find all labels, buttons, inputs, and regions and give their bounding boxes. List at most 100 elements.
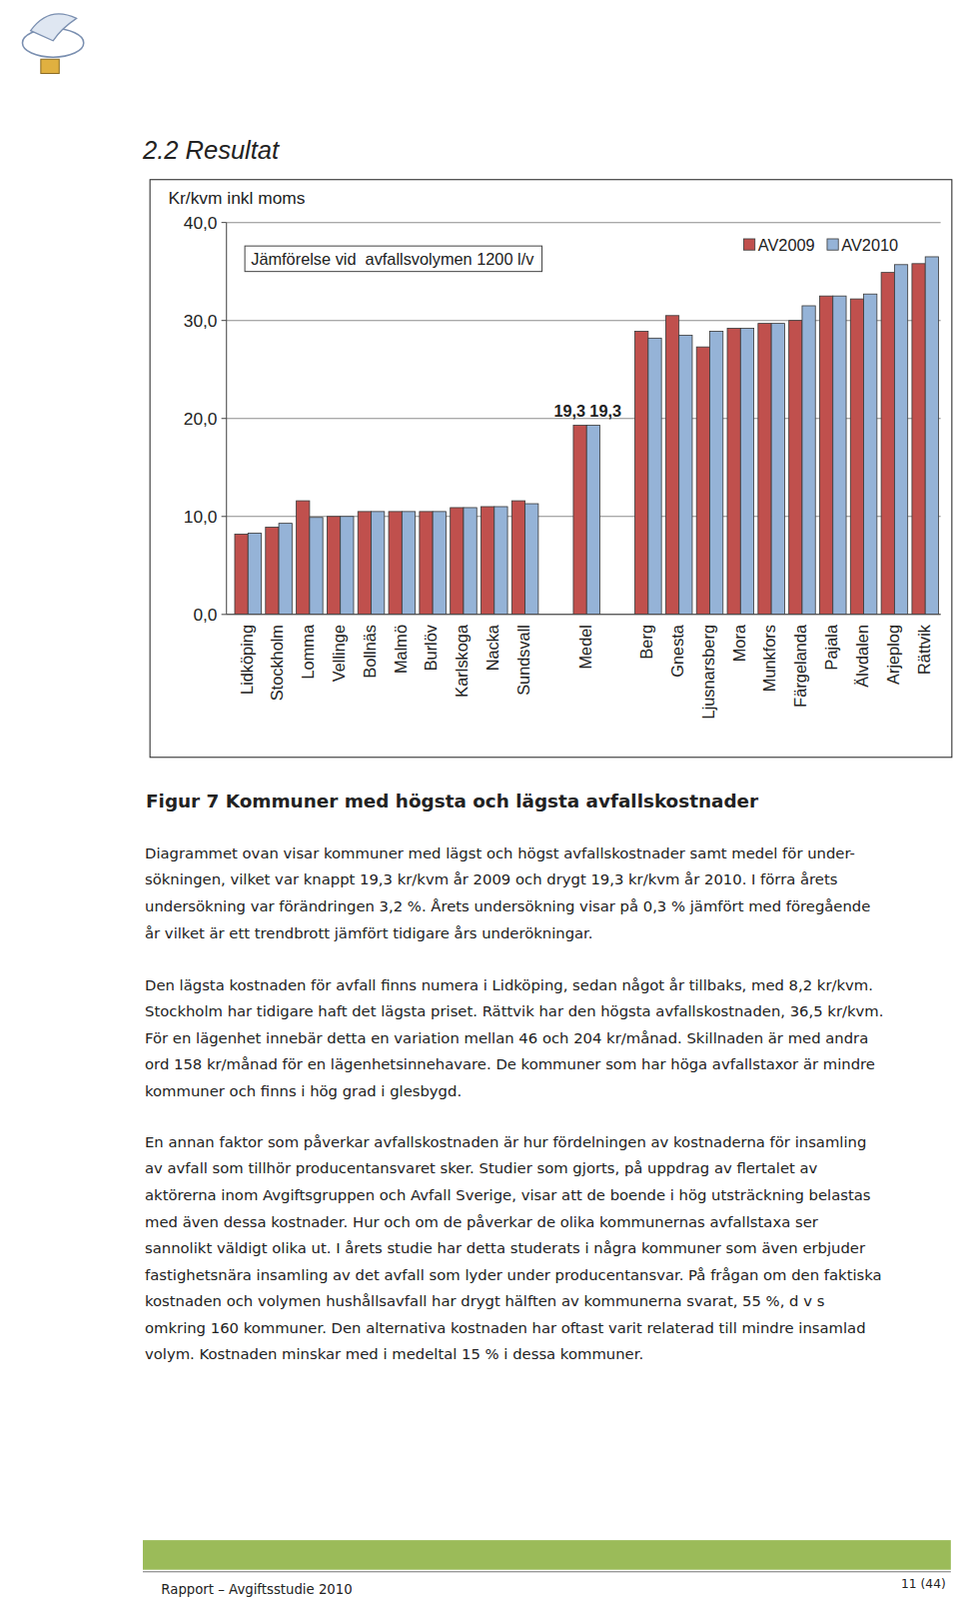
bar — [234, 533, 248, 614]
bar — [432, 511, 446, 615]
x-tick-label: Medel — [576, 624, 595, 669]
paragraph-line: Stockholm har tidigare haft det lägsta p… — [144, 1001, 884, 1019]
y-axis-label: Kr/kvm inkl moms — [168, 187, 306, 208]
bar — [665, 315, 679, 615]
x-tick-label: Lomma — [298, 623, 317, 679]
bar — [819, 295, 833, 615]
x-axis-line — [226, 613, 942, 615]
bars — [234, 256, 940, 615]
section-header: 2.2 Resultat — [141, 135, 280, 164]
bar — [326, 516, 340, 615]
y-tick-label: 40,0 — [183, 212, 218, 233]
x-tick-label: Färgelanda — [791, 623, 810, 708]
grid-line — [226, 221, 942, 223]
bar — [802, 305, 816, 615]
y-tick-label: 10,0 — [183, 506, 218, 527]
bar — [789, 320, 803, 615]
legend-label: AV2010 — [841, 235, 899, 254]
bar — [340, 516, 354, 615]
x-tick-label: Älvdalen — [853, 624, 872, 688]
paragraph-line: undersökning var förändringen 3,2 %. Åre… — [144, 897, 871, 915]
bar — [635, 330, 649, 614]
bar — [450, 507, 464, 615]
footer-rule — [142, 1570, 952, 1572]
bar — [388, 511, 402, 615]
bar — [864, 293, 878, 615]
bar — [740, 328, 754, 615]
grid-line — [226, 613, 942, 615]
y-tick-label: 0,0 — [192, 604, 217, 625]
figure-caption: Figur 7 Kommuner med högsta och lägsta a… — [145, 790, 760, 812]
bar — [925, 256, 939, 615]
page-svg: 2.2 ResultatKr/kvm inkl moms0,010,020,03… — [0, 0, 959, 1600]
paragraph-line: aktörerna inom Avgiftsgruppen och Avfall… — [144, 1185, 872, 1203]
x-tick-label: Munkfors — [760, 624, 779, 692]
bar — [833, 295, 847, 615]
legend-swatch — [744, 238, 756, 250]
x-tick-label: Gnesta — [668, 623, 687, 678]
x-tick-label: Lidköping — [237, 624, 256, 695]
paragraph-line: omkring 160 kommuner. Den alternativa ko… — [144, 1318, 867, 1336]
legend: AV2009AV2010 — [744, 235, 900, 254]
paragraph-line: kostnaden och volymen hushållsavfall har… — [144, 1291, 825, 1309]
bar — [296, 500, 310, 615]
bar — [494, 506, 508, 615]
logo-box — [40, 58, 59, 73]
paragraph-line: sökningen, vilket var knappt 19,3 kr/kvm… — [144, 870, 838, 888]
bar — [463, 507, 477, 615]
x-tick-label: Berg — [637, 624, 656, 660]
x-tick-label: Arjeplog — [884, 624, 903, 685]
bar — [309, 517, 323, 615]
y-tick — [221, 221, 227, 223]
footer-bar — [142, 1539, 952, 1570]
bar — [247, 532, 261, 614]
x-tick-label: Burlöv — [421, 623, 440, 671]
paragraph-line: fastighetsnära insamling av det avfall s… — [144, 1265, 883, 1283]
paragraph-line: volym. Kostnaden minskar med i medeltal … — [144, 1344, 644, 1362]
bar — [648, 337, 662, 614]
x-tick-label: Mora — [730, 623, 749, 662]
x-tick-label: Nacka — [483, 623, 502, 671]
bar — [894, 264, 908, 615]
logo-wing — [30, 13, 77, 41]
x-tick-label: Malmö — [391, 624, 410, 674]
bar — [696, 346, 710, 615]
paragraph-line: med även dessa kostnader. Hur och om de … — [144, 1212, 820, 1230]
paragraph-line: år vilket är ett trendbrott jämfört tidi… — [144, 924, 594, 942]
paragraph-line: En annan faktor som påverkar avfallskost… — [144, 1132, 867, 1150]
bar — [771, 323, 785, 615]
y-tick — [221, 319, 227, 321]
bar — [881, 272, 895, 615]
bar — [371, 511, 385, 615]
paragraph-line: sannolikt väldigt olika ut. I årets stud… — [144, 1238, 867, 1256]
footer-text: Rapport – Avgiftsstudie 2010 — [160, 1581, 352, 1597]
paragraph-line: av avfall som tillhör producentansvaret … — [144, 1158, 819, 1176]
legend-swatch — [827, 238, 839, 250]
x-tick-label: Rättvik — [915, 623, 934, 675]
y-tick — [221, 417, 227, 419]
bar — [679, 334, 693, 614]
bar — [511, 500, 525, 615]
y-tick — [221, 515, 227, 517]
bar — [586, 425, 600, 615]
chart-frame — [149, 179, 953, 758]
bar — [758, 323, 772, 615]
y-axis-line — [225, 222, 227, 615]
x-tick-label: Bollnäs — [360, 624, 379, 679]
paragraph-line: kommuner och finns i hög grad i glesbygd… — [144, 1081, 462, 1099]
bar — [419, 511, 433, 615]
bar — [850, 298, 864, 615]
bar — [481, 506, 495, 615]
bar — [912, 263, 926, 615]
x-tick-label: Pajala — [822, 623, 841, 670]
bar — [357, 511, 371, 615]
bar — [710, 330, 724, 614]
paragraph-line: Diagrammet ovan visar kommuner med lägst… — [144, 844, 856, 862]
logo — [21, 13, 83, 74]
page: 2.2 ResultatKr/kvm inkl moms0,010,020,03… — [0, 0, 959, 1600]
x-tick-label: Sundsvall — [514, 624, 533, 696]
x-tick-label: Vellinge — [329, 624, 348, 682]
paragraph-line: ord 158 kr/månad för en lägenhetsinnehav… — [144, 1054, 876, 1072]
x-tick-label: Ljusnarsberg — [699, 624, 718, 719]
paragraph-line: För en lägenhet innebär detta en variati… — [144, 1028, 869, 1046]
